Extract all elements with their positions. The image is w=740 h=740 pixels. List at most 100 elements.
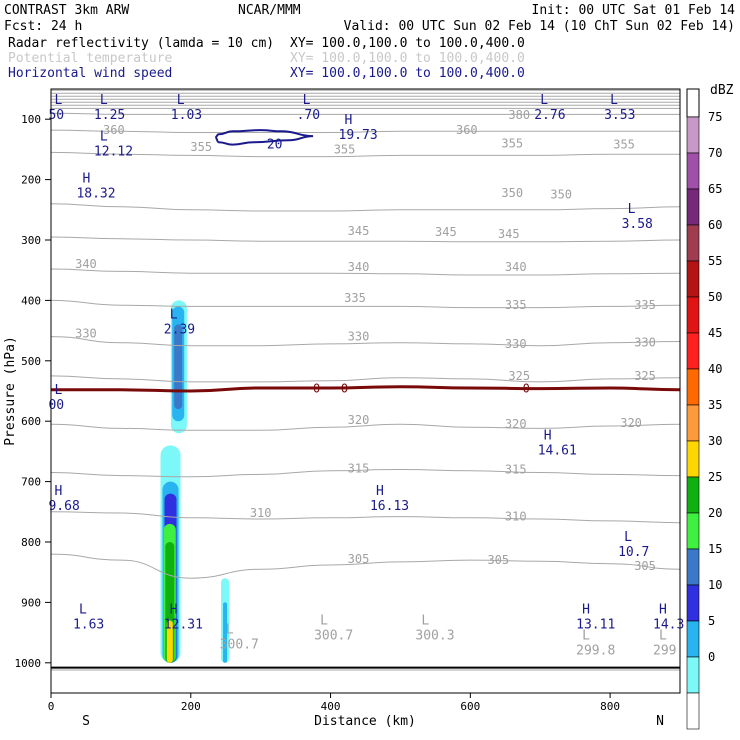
extremum-letter: H [170, 602, 178, 617]
valid-time: Valid: 00 UTC Sun 02 Feb 14 (10 ChT Sun … [344, 19, 735, 34]
extremum-value: 3.53 [604, 108, 635, 123]
extremum-value: 19.73 [339, 128, 378, 143]
isentrope-315 [50, 468, 681, 478]
y-tick-label: 500 [21, 355, 41, 368]
y-tick-label: 400 [21, 294, 41, 307]
extremum-value: 3.58 [622, 217, 653, 232]
isentropes [50, 89, 681, 671]
isentrope-label: 310 [505, 510, 527, 524]
isentrope-345 [50, 236, 681, 243]
colorbar-label: 45 [708, 326, 722, 340]
isentrope-label: 325 [508, 369, 530, 383]
extremum-value: 18.32 [76, 187, 115, 202]
colorbar-label: 15 [708, 542, 722, 556]
theta-extremum-value: 299.8 [576, 644, 615, 659]
isentrope-label: 305 [487, 553, 509, 567]
isentrope-350 [50, 203, 681, 212]
forecast-hour: Fcst: 24 h [4, 19, 82, 34]
isentrope-label: 340 [505, 260, 527, 274]
isentrope-label: 350 [501, 186, 523, 200]
reflectivity-cells [160, 300, 230, 663]
isentrope-label: 315 [348, 461, 370, 475]
isentrope-label: 350 [550, 188, 572, 202]
freezing-level-line [51, 385, 681, 393]
isentrope-label: 360 [456, 123, 478, 137]
isentrope-label: 335 [505, 298, 527, 312]
plot-frame [50, 88, 681, 694]
colorbar-cell [686, 584, 700, 622]
colorbar-top-cell [686, 88, 700, 118]
x-tick-label: 200 [181, 700, 201, 713]
extremum-letter: L [100, 93, 108, 108]
isentrope-label: 305 [348, 552, 370, 566]
colorbar-label: 65 [708, 182, 722, 196]
isentrope-320 [50, 423, 681, 431]
y-tick-label: 600 [21, 415, 41, 428]
colorbar-label: 0 [708, 650, 715, 664]
extremum-letter: H [54, 484, 62, 499]
extremum-letter: L [177, 93, 185, 108]
y-axis: 100 200 300 400 500 600 700 800 900 1000 [15, 113, 51, 670]
isentrope-label: 355 [501, 136, 523, 150]
extremum-letter: L [610, 93, 618, 108]
theta-extremum-value: 299 [653, 644, 676, 659]
isentrope-335 [50, 299, 681, 309]
colorbar-cell [686, 692, 700, 730]
isentrope-label: 355 [334, 142, 356, 156]
theta-extremum-letter: L [421, 614, 429, 629]
colorbar-cell [686, 656, 700, 694]
isentrope-label: 310 [250, 506, 272, 520]
isentrope-label: 325 [634, 369, 656, 383]
colorbar-cell [686, 512, 700, 550]
y-tick-label: 200 [21, 174, 41, 187]
colorbar-cell [686, 152, 700, 190]
theta-extremum-letter: L [320, 614, 328, 629]
reflectivity-cell [166, 620, 173, 663]
theta-extremum-value: 300.3 [415, 629, 454, 644]
isentrope-330 [50, 336, 681, 347]
isentrope-340 [50, 268, 681, 276]
isentrope-310 [50, 511, 681, 524]
extremum-letter: L [170, 308, 178, 323]
freezing-level-label: 0 [313, 382, 320, 396]
colorbar-unit: dBZ [710, 83, 734, 98]
colorbar-label: 60 [708, 218, 722, 232]
y-tick-label: 300 [21, 234, 41, 247]
isentrope-label: 340 [348, 260, 370, 274]
isentrope-label: 345 [435, 225, 457, 239]
colorbar-label: 55 [708, 254, 722, 268]
extremum-letter: H [345, 113, 353, 128]
colorbar-cell [686, 620, 700, 658]
isentrope-label: 380 [508, 108, 530, 122]
isentrope-label: 330 [348, 330, 370, 344]
isentrope-label: 320 [348, 413, 370, 427]
isentrope-label: 315 [505, 463, 527, 477]
extremum-letter: H [544, 428, 552, 443]
colorbar-label: 25 [708, 470, 722, 484]
isentrope-label: 330 [634, 336, 656, 350]
theta-extremum-letter: L [226, 623, 234, 638]
extremum-letter: L [100, 129, 108, 144]
isentrope-305 [50, 553, 681, 579]
model-title: CONTRAST 3km ARW [4, 3, 129, 18]
isentrope-label: 360 [103, 123, 125, 137]
extremum-letter: H [659, 602, 667, 617]
isentrope-380 [50, 112, 680, 115]
colorbar-label: 5 [708, 614, 715, 628]
isentrope-label: 330 [75, 327, 97, 341]
field-theta-xy: XY= 100.0,100.0 to 100.0,400.0 [290, 51, 525, 66]
extremum-value: 16.13 [370, 499, 409, 514]
extremum-value: 1.03 [171, 108, 202, 123]
y-tick-label: 1000 [15, 657, 42, 670]
theta-extremum-value: 300.7 [314, 629, 353, 644]
colorbar-cell [686, 224, 700, 262]
theta-extremum-letter: L [582, 629, 590, 644]
y-tick-label: 800 [21, 536, 41, 549]
colorbar-label: 10 [708, 578, 722, 592]
institution-label: NCAR/MMM [238, 3, 301, 18]
colorbar-cell [686, 116, 700, 154]
isentrope-355 [50, 151, 680, 158]
x-tick-label: 400 [321, 700, 341, 713]
